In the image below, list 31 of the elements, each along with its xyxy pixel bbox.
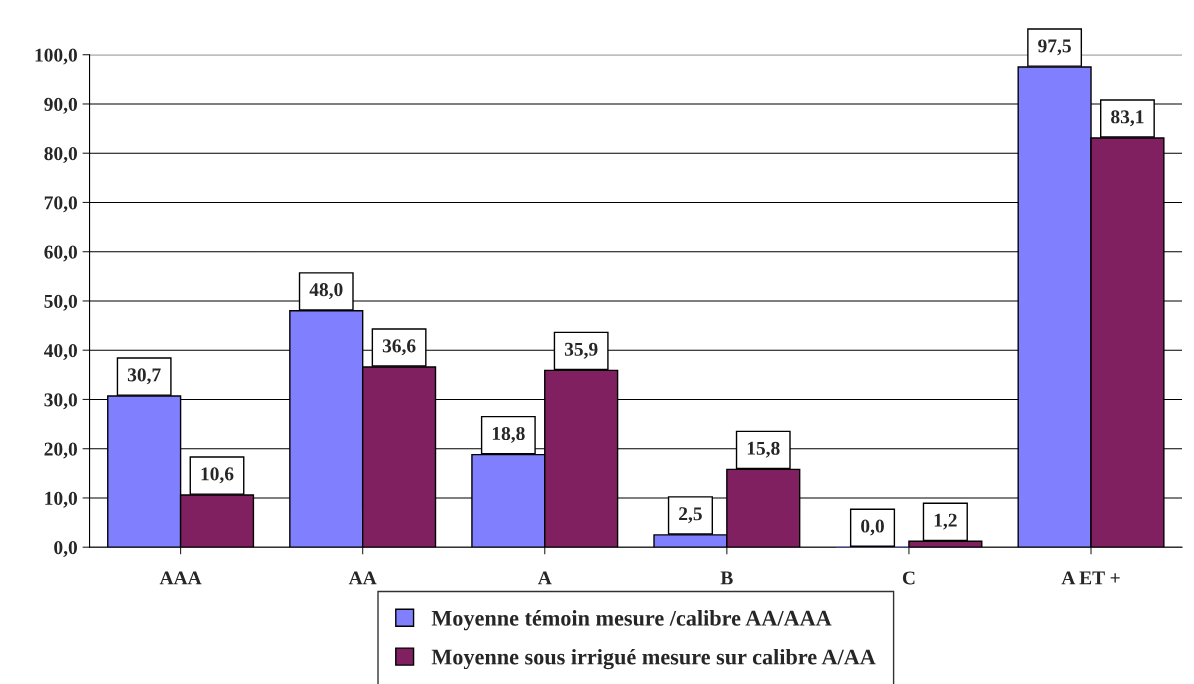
y-tick-label: 30,0 xyxy=(44,393,77,410)
data-label: 18,8 xyxy=(492,426,525,443)
data-label: 2,5 xyxy=(679,507,702,524)
y-tick-label: 40,0 xyxy=(43,344,77,360)
x-tick-label: C xyxy=(902,571,915,585)
data-label: 97,5 xyxy=(1038,39,1071,56)
data-label: 83,1 xyxy=(1111,110,1144,127)
data-label: 30,7 xyxy=(127,368,161,385)
y-tick-label: 90,0 xyxy=(44,97,77,114)
y-tick-label: 80,0 xyxy=(44,147,77,163)
y-tick-label: 20,0 xyxy=(44,442,77,459)
data-label: 48,0 xyxy=(309,283,343,300)
data-label: 35,9 xyxy=(564,342,598,359)
x-tick-label: A xyxy=(537,571,552,585)
y-tick-label: 0,0 xyxy=(54,541,77,557)
y-tick-label: 60,0 xyxy=(44,245,77,262)
data-label: 15,8 xyxy=(747,441,780,458)
data-label: 10,6 xyxy=(201,467,234,484)
y-tick-label: 50,0 xyxy=(44,294,77,311)
x-tick-label: A ET + xyxy=(1061,571,1120,585)
y-tick-label: 100,0 xyxy=(35,48,77,65)
data-label: 36,6 xyxy=(382,339,416,356)
data-label: 0,0 xyxy=(861,519,884,536)
x-tick-label: B xyxy=(720,571,733,585)
x-tick-label: AAA xyxy=(159,571,202,585)
legend-label: Moyenne sous irrigué mesure sur calibre A/AA xyxy=(431,648,876,670)
y-tick-label: 10,0 xyxy=(45,491,77,508)
data-label: 1,2 xyxy=(934,513,957,530)
x-tick-label: AA xyxy=(348,571,377,585)
y-tick-label: 70,0 xyxy=(44,196,77,213)
legend-label: Moyenne témoin mesure /calibre AA/AAA xyxy=(431,610,832,631)
